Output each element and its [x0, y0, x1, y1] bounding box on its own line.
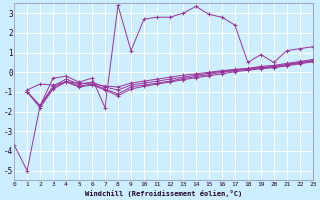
X-axis label: Windchill (Refroidissement éolien,°C): Windchill (Refroidissement éolien,°C): [85, 190, 242, 197]
